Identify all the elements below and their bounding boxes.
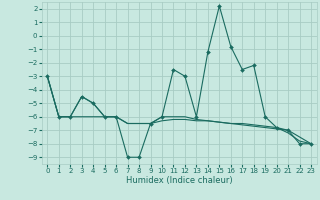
X-axis label: Humidex (Indice chaleur): Humidex (Indice chaleur): [126, 176, 233, 185]
